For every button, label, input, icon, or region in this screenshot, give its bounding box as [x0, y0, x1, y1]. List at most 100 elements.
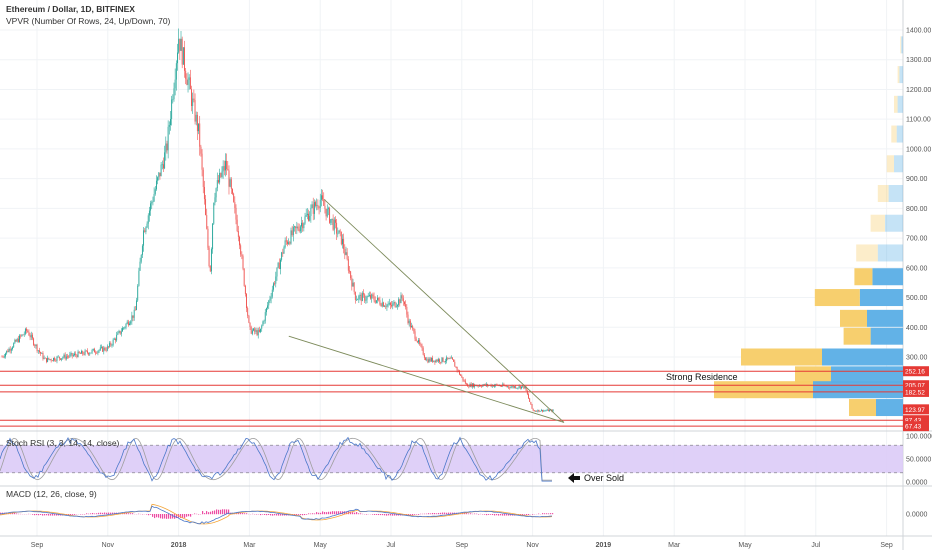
macd-histogram-bar	[386, 514, 388, 516]
candle-body	[46, 358, 47, 362]
candle-body	[152, 201, 154, 203]
candle-body	[168, 125, 170, 127]
volume-profile-down-bar	[886, 155, 894, 173]
candle-body	[112, 339, 114, 345]
candle-body	[335, 219, 336, 223]
price-tick-label: 500.00	[906, 295, 928, 302]
macd-histogram-bar	[0, 512, 2, 515]
candle-body	[443, 361, 445, 363]
macd-histogram-bar	[272, 514, 274, 516]
candle-body	[102, 346, 104, 352]
macd-histogram-bar	[242, 513, 244, 515]
candle-body	[6, 350, 8, 354]
macd-histogram-bar	[488, 514, 490, 515]
candle-body	[283, 247, 285, 254]
candle-body	[288, 242, 290, 244]
candle-body	[494, 385, 496, 387]
candle-body	[305, 215, 307, 217]
candle-body	[416, 341, 418, 343]
candle-body	[296, 226, 298, 229]
candle-body	[306, 213, 308, 216]
candle-body	[131, 315, 133, 322]
candle-body	[532, 408, 534, 411]
price-tick-label: 600.00	[906, 265, 928, 272]
candle-body	[366, 296, 368, 300]
candle-body	[55, 360, 57, 362]
candle-body	[409, 320, 411, 328]
candle-body	[523, 385, 525, 389]
macd-histogram-bar	[360, 513, 362, 515]
macd-histogram-bar	[508, 514, 510, 516]
macd-histogram-bar	[418, 514, 420, 515]
price-tick-label: 1200.00	[906, 87, 931, 94]
macd-histogram-bar	[128, 513, 130, 515]
candle-body	[97, 351, 99, 354]
candle-body	[27, 330, 29, 332]
volume-profile-down-bar	[870, 214, 885, 232]
candle-body	[422, 348, 424, 355]
candle-body	[198, 123, 200, 132]
candle-body	[254, 328, 256, 332]
candle-body	[302, 222, 304, 229]
candle-body	[354, 291, 356, 300]
candle-body	[407, 314, 409, 324]
candle-body	[119, 330, 121, 334]
candle-body	[174, 79, 176, 89]
macd-histogram-bar	[32, 514, 34, 515]
candle-body	[294, 226, 295, 228]
candle-body	[10, 348, 12, 351]
candle-body	[171, 99, 173, 119]
volume-profile-down-bar	[714, 381, 813, 399]
candle-body	[206, 215, 208, 229]
candle-body	[123, 327, 125, 329]
candle-body	[505, 385, 507, 387]
trendline	[288, 335, 565, 423]
candle-body	[207, 228, 209, 248]
candle-body	[31, 334, 33, 339]
macd-histogram-bar	[408, 514, 410, 516]
candle-body	[311, 204, 313, 208]
macd-histogram-bar	[92, 512, 94, 515]
candle-body	[342, 238, 343, 245]
macd-histogram-bar	[184, 514, 186, 518]
candle-body	[38, 350, 40, 352]
macd-histogram-bar	[34, 514, 36, 516]
candle-body	[221, 171, 223, 177]
price-tag-label: 67.43	[905, 424, 922, 431]
macd-histogram-bar	[154, 514, 156, 519]
macd-histogram-bar	[430, 513, 432, 515]
candles	[1, 28, 554, 413]
time-tick-label: Jul	[387, 542, 396, 549]
candle-body	[264, 312, 266, 321]
candle-body	[165, 143, 167, 153]
candle-body	[79, 353, 81, 354]
volume-profile-down-bar	[854, 268, 873, 286]
candle-body	[63, 354, 65, 358]
macd-histogram-bar	[308, 513, 310, 515]
macd-histogram-bar	[334, 511, 336, 515]
candle-body	[370, 295, 371, 299]
time-tick-label: Jul	[811, 542, 820, 549]
candle-body	[378, 297, 380, 301]
candle-body	[82, 351, 84, 354]
macd-tick-label: 0.0000	[906, 512, 928, 519]
candle-body	[450, 357, 452, 359]
candle-body	[65, 356, 67, 359]
macd-histogram-bar	[260, 514, 262, 516]
candle-body	[71, 353, 73, 356]
candle-body	[408, 320, 410, 324]
macd-histogram-bar	[150, 514, 152, 515]
candle-body	[430, 357, 432, 362]
macd-histogram-bar	[318, 512, 320, 515]
candle-body	[122, 328, 123, 332]
candle-body	[525, 386, 527, 391]
candle-body	[271, 289, 273, 297]
candle-body	[357, 299, 359, 301]
macd-histogram-bar	[152, 514, 154, 517]
candle-body	[151, 202, 153, 204]
macd-histogram-bar	[500, 514, 502, 516]
candle-body	[426, 359, 428, 361]
candle-body	[26, 328, 28, 331]
macd-histogram-bar	[270, 514, 272, 516]
